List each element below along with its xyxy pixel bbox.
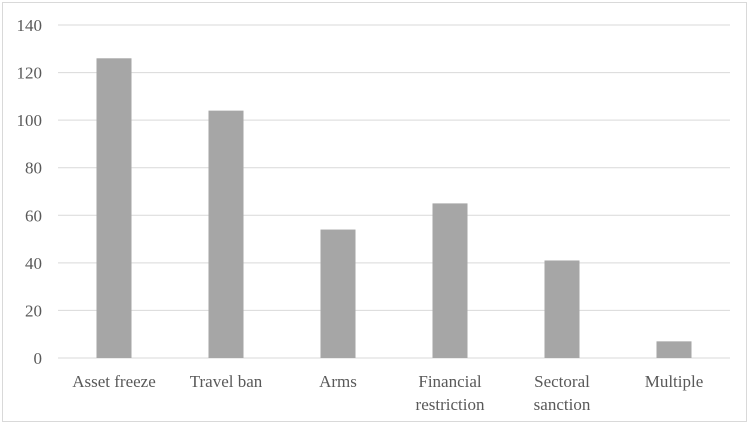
bar <box>96 58 132 359</box>
x-axis-category-labels: Asset freeze Travel ban Arms Financial restr… <box>72 372 703 414</box>
y-axis-tick-labels: 0 20 40 60 80 100 120 140 <box>17 16 43 368</box>
y-tick-label: 20 <box>25 301 42 320</box>
x-category-label: Financial restriction <box>416 372 485 414</box>
y-tick-label: 0 <box>34 349 43 368</box>
y-tick-label: 80 <box>25 159 42 178</box>
bar <box>544 260 580 358</box>
x-category-label: Travel ban <box>190 372 263 391</box>
x-category-label: Arms <box>319 372 357 391</box>
x-category-label: Sectoral sanction <box>534 372 591 414</box>
bar <box>656 341 692 358</box>
gridlines <box>58 24 730 359</box>
bar <box>432 203 468 358</box>
y-tick-label: 140 <box>17 16 43 35</box>
x-category-label: Asset freeze <box>72 372 156 391</box>
bar <box>208 110 244 358</box>
bar <box>320 229 356 358</box>
bars <box>96 58 692 359</box>
x-category-label: Multiple <box>645 372 704 391</box>
y-tick-label: 60 <box>25 206 42 225</box>
y-tick-label: 40 <box>25 254 42 273</box>
y-tick-label: 120 <box>17 64 43 83</box>
y-tick-label: 100 <box>17 111 43 130</box>
